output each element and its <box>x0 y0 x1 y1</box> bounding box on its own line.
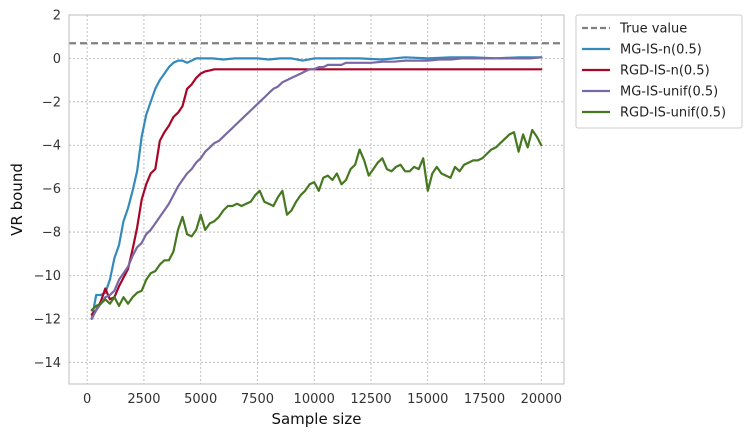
legend: True value MG-IS-n(0.5) RGD-IS-n(0.5) MG-IS… <box>575 14 743 129</box>
x-axis-label: Sample size <box>271 410 361 428</box>
series-line-0 <box>90 56 543 320</box>
y-tick-label: −4 <box>42 139 61 154</box>
y-tick-label: −14 <box>34 356 61 371</box>
x-tick-label: 15000 <box>407 392 448 407</box>
y-tick-label: −10 <box>34 269 61 284</box>
x-tick-label: 0 <box>83 392 91 407</box>
legend-entry-label: MG-IS-n(0.5) <box>620 43 702 58</box>
x-tick-label: 5000 <box>184 392 217 407</box>
x-tick-label: 7500 <box>241 392 274 407</box>
x-tick-label: 17500 <box>464 392 505 407</box>
x-axis-ticks: 0 2500 5000 7500 10000 12500 15000 17500 20000 <box>83 392 562 407</box>
series-line-1 <box>90 68 543 316</box>
legend-entry-label: MG-IS-unif(0.5) <box>620 85 718 100</box>
x-tick-label: 12500 <box>350 392 391 407</box>
y-tick-label: −12 <box>34 312 61 327</box>
x-tick-label: 2500 <box>127 392 160 407</box>
plot-frame <box>68 14 565 385</box>
legend-box <box>575 14 743 129</box>
legend-entry-label: True value <box>619 22 687 37</box>
series-line-3 <box>90 128 543 312</box>
y-tick-label: −8 <box>42 226 61 241</box>
y-tick-label: −2 <box>42 95 61 110</box>
series-line-2 <box>90 56 543 320</box>
y-axis-label: VR bound <box>8 163 26 236</box>
plot-area <box>69 15 564 384</box>
x-tick-label: 20000 <box>521 392 562 407</box>
series-lines <box>90 56 543 320</box>
y-tick-label: 2 <box>53 9 61 24</box>
y-tick-label: 0 <box>53 52 61 67</box>
y-tick-label: −6 <box>42 182 61 197</box>
y-axis-ticks: −14 −12 −10 −8 −6 −4 −2 0 2 <box>34 9 61 371</box>
x-tick-label: 10000 <box>294 392 335 407</box>
legend-entry-label: RGD-IS-unif(0.5) <box>620 106 726 121</box>
legend-entry-label: RGD-IS-n(0.5) <box>620 64 710 79</box>
